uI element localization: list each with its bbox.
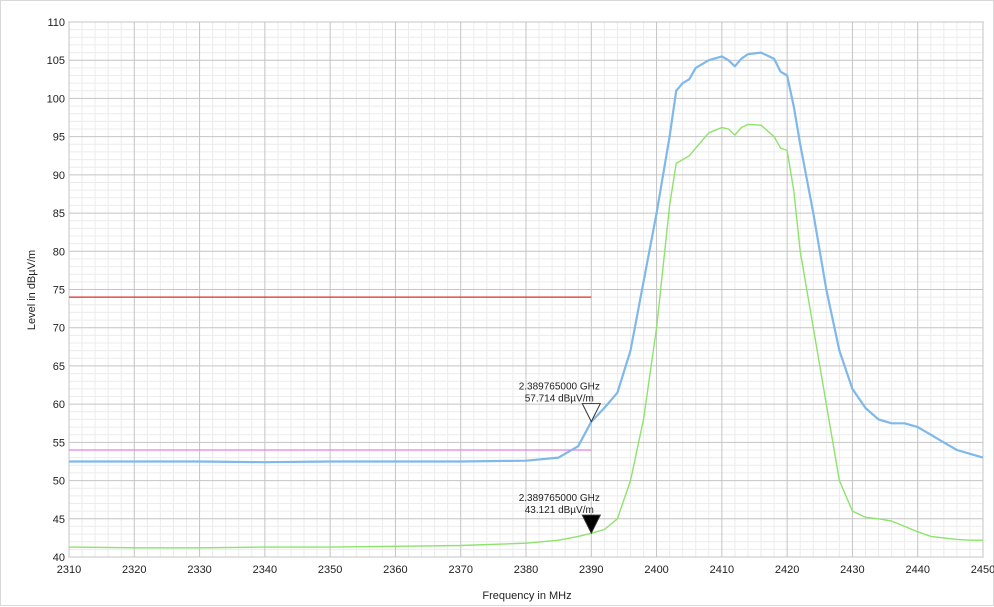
x-tick-label: 2340	[253, 564, 277, 576]
x-tick-label: 2370	[448, 564, 472, 576]
y-tick-label: 100	[47, 93, 65, 105]
y-tick-label: 50	[53, 476, 65, 488]
x-axis-label: Frequency in MHz	[482, 590, 571, 602]
marker-filled-triangle	[581, 514, 602, 535]
y-tick-label: 95	[53, 132, 65, 144]
y-tick-label: 65	[53, 361, 65, 373]
trace-average	[68, 123, 983, 549]
y-axis-label: Level in dBµV/m	[26, 250, 38, 330]
x-tick-label: 2410	[710, 564, 734, 576]
marker-frequency-label: 2.389765000 GHz	[519, 382, 600, 393]
x-axis-ticks: 2310 2320 2330 2340 2350 2360 2370 2380 2390 2400…	[57, 564, 994, 576]
marker-frequency-label: 2.389765000 GHz	[519, 493, 600, 504]
y-tick-label: 60	[53, 399, 65, 411]
y-tick-label: 40	[53, 552, 65, 564]
y-tick-label: 85	[53, 208, 65, 220]
x-tick-label: 2380	[514, 564, 538, 576]
x-tick-label: 2330	[187, 564, 211, 576]
y-tick-label: 55	[53, 437, 65, 449]
x-tick-label: 2310	[57, 564, 81, 576]
limit-lines	[69, 296, 592, 451]
marker-level-label: 57.714 dBµV/m	[525, 394, 594, 405]
y-tick-label: 90	[53, 170, 65, 182]
marker-open-triangle	[581, 403, 602, 423]
x-tick-label: 2390	[579, 564, 603, 576]
trace-peak	[69, 51, 984, 464]
x-tick-label: 2320	[122, 564, 146, 576]
y-tick-label: 80	[53, 246, 65, 258]
series-group	[68, 51, 984, 549]
x-tick-label: 2360	[383, 564, 407, 576]
x-tick-label: 2400	[644, 564, 668, 576]
marker-level-label: 43.121 dBµV/m	[525, 505, 594, 516]
y-tick-label: 105	[47, 55, 65, 67]
x-tick-label: 2420	[775, 564, 799, 576]
y-tick-label: 70	[53, 323, 65, 335]
y-tick-label: 75	[53, 285, 65, 297]
x-tick-label: 2350	[318, 564, 342, 576]
y-axis-ticks: 40 45 50 55 60 65 70 75 80 85 90 95 100 105 110	[47, 17, 65, 564]
y-tick-label: 45	[53, 514, 65, 526]
x-tick-label: 2430	[840, 564, 864, 576]
grid	[68, 21, 984, 558]
x-tick-label: 2440	[905, 564, 929, 576]
x-tick-label: 2450	[971, 564, 994, 576]
y-tick-label: 110	[47, 17, 65, 29]
